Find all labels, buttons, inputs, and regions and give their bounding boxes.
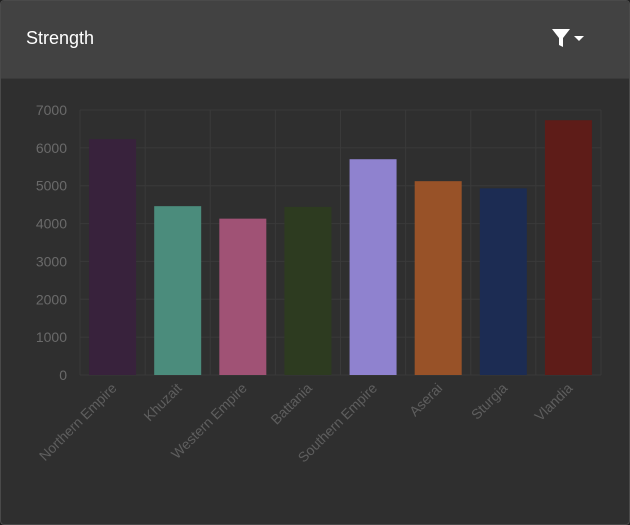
bar [219,218,267,375]
y-tick-label: 1000 [36,329,67,345]
y-tick-label: 7000 [36,102,67,118]
category-label: Aserai [406,380,445,419]
y-tick-label: 0 [59,367,67,383]
bar [414,181,462,375]
y-tick-label: 5000 [36,178,67,194]
category-label: Vlandia [531,380,575,424]
caret-down-icon [574,36,584,41]
filter-icon [552,29,570,47]
y-tick-label: 3000 [36,253,67,269]
bar [349,159,397,375]
bar [284,206,332,375]
category-label: Northern Empire [36,380,120,464]
filter-dropdown-button[interactable] [549,25,591,53]
card-title: Strength [26,28,95,48]
bar [544,120,592,375]
bar [89,139,137,375]
y-tick-label: 4000 [36,216,67,232]
bar [479,188,527,375]
strength-bar-chart: 0 1000 2000 3000 4000 5000 6000 7000 Northern Em… [36,102,602,465]
y-tick-label: 6000 [36,140,67,156]
card-header: Strength [1,1,629,79]
category-label: Khuzait [140,380,184,424]
category-label: Battania [267,380,315,428]
bar [154,206,202,375]
category-label: Sturgia [468,380,511,423]
y-tick-label: 2000 [36,291,67,307]
